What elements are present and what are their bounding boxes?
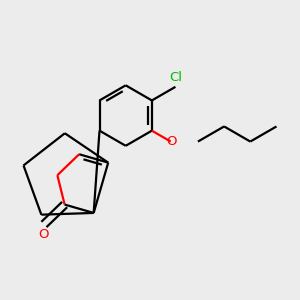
- Text: O: O: [167, 135, 177, 148]
- Text: O: O: [39, 228, 49, 241]
- Text: Cl: Cl: [169, 71, 182, 84]
